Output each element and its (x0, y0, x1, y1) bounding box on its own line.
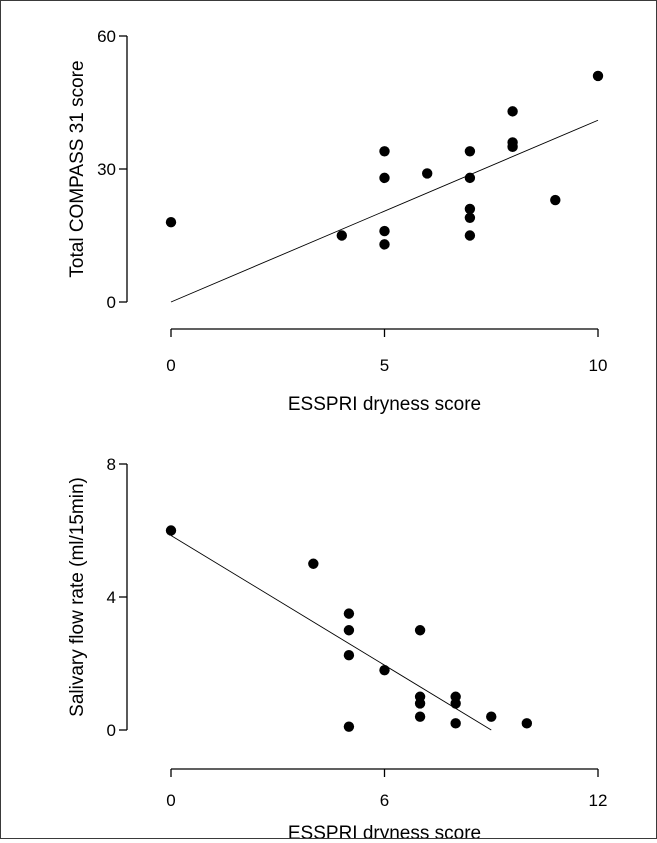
y-tick-label: 60 (97, 27, 116, 46)
data-point (165, 525, 177, 536)
data-point (450, 698, 461, 709)
x-axis-title: ESSPRI dryness score (288, 394, 481, 415)
x-tick-label: 0 (166, 791, 175, 810)
data-point (414, 625, 426, 636)
data-point (379, 239, 390, 250)
chart-salivary-flow-vs-esspri: 0 4 8 0 6 12 ESSPRI dryness score Salivary flow… (67, 455, 608, 843)
data-point (414, 698, 426, 709)
data-point (464, 172, 476, 184)
y-tick-label: 8 (107, 455, 116, 474)
data-point (343, 649, 355, 661)
data-point (464, 230, 476, 241)
data-point (379, 146, 390, 157)
y-axis-title: Total COMPASS 31 score (67, 60, 88, 277)
data-point (450, 718, 461, 729)
x-tick-label: 5 (380, 356, 389, 375)
data-point (592, 70, 604, 82)
y-tick-label: 0 (107, 293, 116, 312)
data-point (343, 721, 355, 732)
y-tick-label: 4 (107, 588, 116, 607)
y-tick-label: 30 (97, 160, 116, 179)
data-point (422, 168, 433, 179)
x-tick-label: 12 (589, 791, 608, 810)
data-point (464, 212, 476, 223)
data-point (379, 664, 390, 676)
y-tick-label: 0 (107, 721, 116, 740)
x-tick-label: 6 (380, 791, 389, 810)
y-axis-title: Salivary flow rate (ml/15min) (67, 477, 88, 717)
regression-line (170, 119, 599, 303)
data-point (550, 194, 561, 206)
data-point (336, 230, 347, 241)
x-axis-title: ESSPRI dryness score (288, 823, 481, 838)
data-point (521, 718, 533, 729)
data-point (343, 625, 355, 636)
data-point (343, 608, 355, 619)
data-point (414, 711, 426, 722)
x-tick-label: 0 (166, 356, 175, 375)
data-point (464, 146, 476, 157)
data-point (379, 172, 390, 184)
data-point (464, 203, 476, 215)
x-tick-label: 10 (589, 356, 608, 375)
data-point (486, 711, 497, 722)
data-point (379, 225, 390, 237)
data-point (507, 141, 518, 153)
data-point (308, 558, 319, 569)
chart-compass31-vs-esspri: 0 30 60 0 5 10 ESSPRI dryness score Total COMPA… (67, 27, 607, 415)
data-point (507, 106, 518, 117)
data-point (165, 217, 177, 228)
regression-line (170, 535, 492, 731)
